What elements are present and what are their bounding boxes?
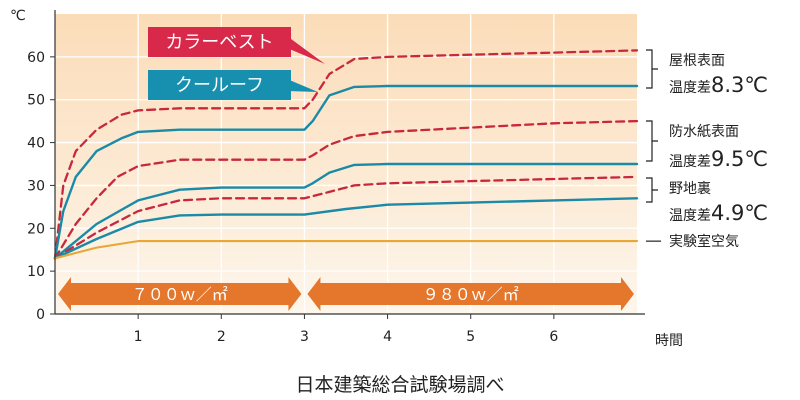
legend-pointer (287, 79, 318, 92)
source-caption: 日本建築総合試験場調べ (295, 374, 504, 396)
series-lines (53, 49, 639, 260)
series-line (53, 175, 639, 260)
series-line (53, 162, 639, 260)
series-line (53, 49, 639, 260)
y-tick-label: 40 (27, 136, 45, 152)
period-label: ９８０ｗ／㎡ (423, 285, 519, 304)
axes: 0 10 20 30 40 50 60 1 2 3 4 5 6 ℃ 時間 (10, 8, 683, 349)
x-tick-label: 2 (217, 329, 226, 345)
x-tick-label: 4 (383, 329, 392, 345)
annotation-bracket (646, 49, 658, 89)
y-unit-label: ℃ (10, 8, 26, 24)
period-arrow (58, 277, 302, 311)
annotation-label: 防水紙表面 (669, 124, 739, 140)
y-tick-label: 50 (27, 93, 45, 109)
annotation-bracket (646, 120, 658, 162)
legend-label: カラーベスト (165, 32, 273, 53)
x-tick-label: 6 (549, 329, 558, 345)
legend-box (148, 27, 291, 57)
legend-box (148, 70, 291, 100)
series-line (53, 84, 639, 260)
y-tick-label: 20 (27, 221, 45, 237)
annotation-diff: 温度差8.3℃ (669, 73, 768, 97)
period-arrow (307, 277, 634, 311)
y-tick-label: 0 (36, 307, 45, 323)
annotation-diff: 温度差4.9℃ (669, 201, 768, 225)
x-tick-label: 1 (134, 329, 143, 345)
y-tick-label: 30 (27, 178, 45, 194)
period-label: ７００ｗ／㎡ (132, 285, 228, 304)
annotation-bracket (646, 177, 658, 203)
legend-label: クールーフ (175, 75, 264, 96)
x-tick-label: 5 (466, 329, 475, 345)
annotation-diff: 温度差9.5℃ (669, 147, 768, 171)
annotation-label: 野地裏 (669, 180, 711, 197)
legend-pointer (287, 36, 325, 64)
series-line (53, 197, 639, 260)
series-line (53, 240, 639, 260)
annotation-label: 実験室空気 (669, 233, 739, 250)
x-tick-label: 3 (300, 329, 309, 345)
y-tick-label: 10 (27, 264, 45, 280)
annotation-label: 屋根表面 (669, 53, 725, 69)
x-unit-label: 時間 (655, 333, 683, 349)
period-bands: ７００ｗ／㎡ ９８０ｗ／㎡ (58, 277, 634, 311)
y-tick-label: 60 (27, 50, 45, 66)
series-line (53, 119, 639, 260)
